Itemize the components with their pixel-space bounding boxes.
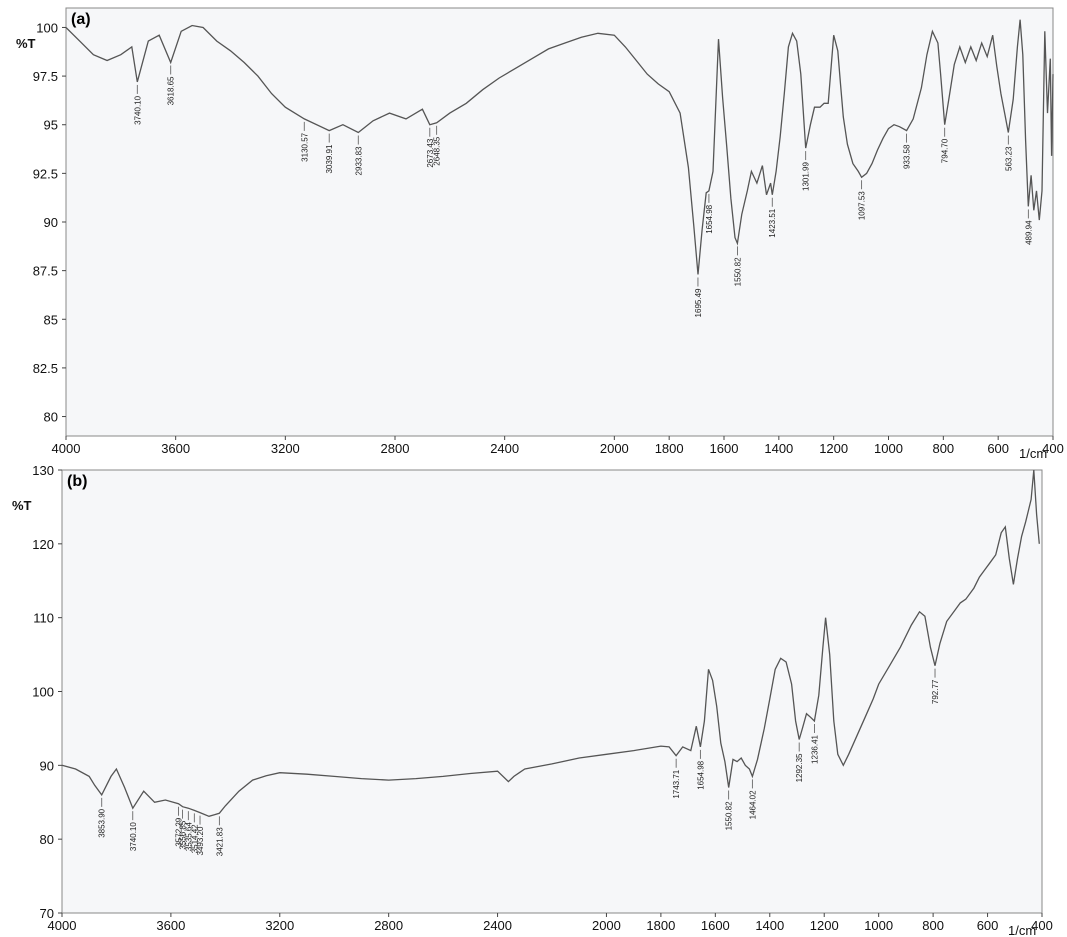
peak-label: 1464.02 xyxy=(748,790,757,819)
x-tick-label: 1600 xyxy=(710,441,739,456)
x-tick-label: 4000 xyxy=(48,918,77,933)
x-tick-label: 400 xyxy=(1042,441,1064,456)
x-axis-label: 1/cm xyxy=(1008,923,1036,937)
peak-label: 1301.99 xyxy=(802,162,811,191)
y-tick-label: 87.5 xyxy=(33,264,58,279)
x-tick-label: 600 xyxy=(977,918,999,933)
y-tick-label: 97.5 xyxy=(33,69,58,84)
peak-label: 2648.35 xyxy=(433,136,442,165)
peak-label: 2933.83 xyxy=(354,146,363,175)
x-tick-label: 2800 xyxy=(374,918,403,933)
peak-label: 3572.29 xyxy=(175,817,184,846)
y-tick-label: 85 xyxy=(44,312,58,327)
y-tick-label: 130 xyxy=(32,463,54,478)
peak-label: 2673.43 xyxy=(426,138,435,167)
x-axis-label: 1/cm xyxy=(1019,446,1047,461)
peak-label: 1423.51 xyxy=(768,208,777,237)
peak-label: 3618.65 xyxy=(167,76,176,105)
peak-label: 1695.49 xyxy=(694,288,703,317)
peak-label: 792.77 xyxy=(931,679,940,704)
y-tick-label: 70 xyxy=(40,906,54,921)
y-tick-label: 100 xyxy=(36,20,58,35)
spectrum-panel-b: 70 80 90 100 110 120 130 4000 3600 3200 2800 2400 20… xyxy=(0,462,1067,937)
x-tick-label: 3600 xyxy=(156,918,185,933)
x-tick-label: 1000 xyxy=(874,441,903,456)
x-tick-label: 800 xyxy=(932,441,954,456)
y-axis-label: %T xyxy=(12,498,32,513)
peak-label: 933.58 xyxy=(903,144,912,169)
x-tick-label: 1200 xyxy=(810,918,839,933)
y-tick-label: 100 xyxy=(32,685,54,700)
x-tick-label: 800 xyxy=(922,918,944,933)
x-tick-label: 3200 xyxy=(271,441,300,456)
panel-label: (b) xyxy=(67,473,87,490)
y-tick-label: 95 xyxy=(44,118,58,133)
x-tick-label: 2400 xyxy=(490,441,519,456)
y-tick-label: 80 xyxy=(40,832,54,847)
x-tick-label: 4000 xyxy=(52,441,81,456)
peak-label: 3740.10 xyxy=(133,95,142,124)
x-tick-label: 1400 xyxy=(755,918,784,933)
y-tick-label: 80 xyxy=(44,410,58,425)
peak-label: 1292.35 xyxy=(795,753,804,782)
peak-label: 3130.57 xyxy=(300,132,309,161)
plot-area-a xyxy=(65,7,1054,437)
y-tick-label: 92.5 xyxy=(33,166,58,181)
peak-label: 794.70 xyxy=(941,138,950,163)
x-tick-label: 1000 xyxy=(864,918,893,933)
x-tick-label: 1200 xyxy=(819,441,848,456)
x-tick-label: 2400 xyxy=(483,918,512,933)
peak-label: 3421.83 xyxy=(215,827,224,856)
y-tick-label: 90 xyxy=(40,758,54,773)
x-tick-label: 2000 xyxy=(600,441,629,456)
peak-label: 1654.98 xyxy=(696,760,705,789)
x-tick-label: 2800 xyxy=(381,441,410,456)
y-axis-label: %T xyxy=(16,36,36,51)
y-tick-label: 82.5 xyxy=(33,361,58,376)
peak-label: 1654.98 xyxy=(705,204,714,233)
x-tick-label: 3600 xyxy=(161,441,190,456)
peak-label: 1550.82 xyxy=(725,801,734,830)
peak-label: 3514.42 xyxy=(190,824,199,853)
y-tick-label: 120 xyxy=(32,537,54,552)
y-tick-label: 110 xyxy=(33,611,54,626)
peak-label: 3556.85 xyxy=(179,820,188,849)
peak-label: 1236.41 xyxy=(810,734,819,763)
x-tick-label: 1800 xyxy=(655,441,684,456)
peak-label: 3535.64 xyxy=(184,822,193,851)
x-tick-label: 600 xyxy=(987,441,1009,456)
spectrum-line-a xyxy=(65,19,1054,275)
peak-label: 563.23 xyxy=(1004,146,1013,171)
peak-label: 3853.90 xyxy=(98,808,107,837)
x-tick-label: 400 xyxy=(1031,918,1053,933)
spectrum-b-chart: 70 80 90 100 110 120 130 4000 3600 3200 2800 2400 20… xyxy=(12,463,1053,937)
plot-area-b xyxy=(61,469,1043,914)
peak-label: 3039.91 xyxy=(325,144,334,173)
x-tick-label: 1600 xyxy=(701,918,730,933)
spectrum-panel-a: 80 82.5 85 87.5 90 92.5 95 97.5 100 4000 3600 3200 2… xyxy=(0,0,1067,462)
x-tick-label: 2000 xyxy=(592,918,621,933)
peak-label: 489.94 xyxy=(1024,220,1033,245)
x-tick-label: 3200 xyxy=(265,918,294,933)
panel-label: (a) xyxy=(71,11,91,28)
peak-label: 1743.71 xyxy=(672,769,681,798)
y-tick-label: 90 xyxy=(44,215,58,230)
spectrum-line-b xyxy=(61,469,1040,817)
x-tick-label: 1800 xyxy=(646,918,675,933)
peak-label: 1097.53 xyxy=(858,191,867,220)
spectrum-a-chart: 80 82.5 85 87.5 90 92.5 95 97.5 100 4000 3600 3200 2… xyxy=(16,7,1064,461)
x-tick-label: 1400 xyxy=(764,441,793,456)
peak-label: 1550.82 xyxy=(733,257,742,286)
peak-label: 3493.20 xyxy=(196,826,205,855)
peak-label: 3740.10 xyxy=(129,822,138,851)
